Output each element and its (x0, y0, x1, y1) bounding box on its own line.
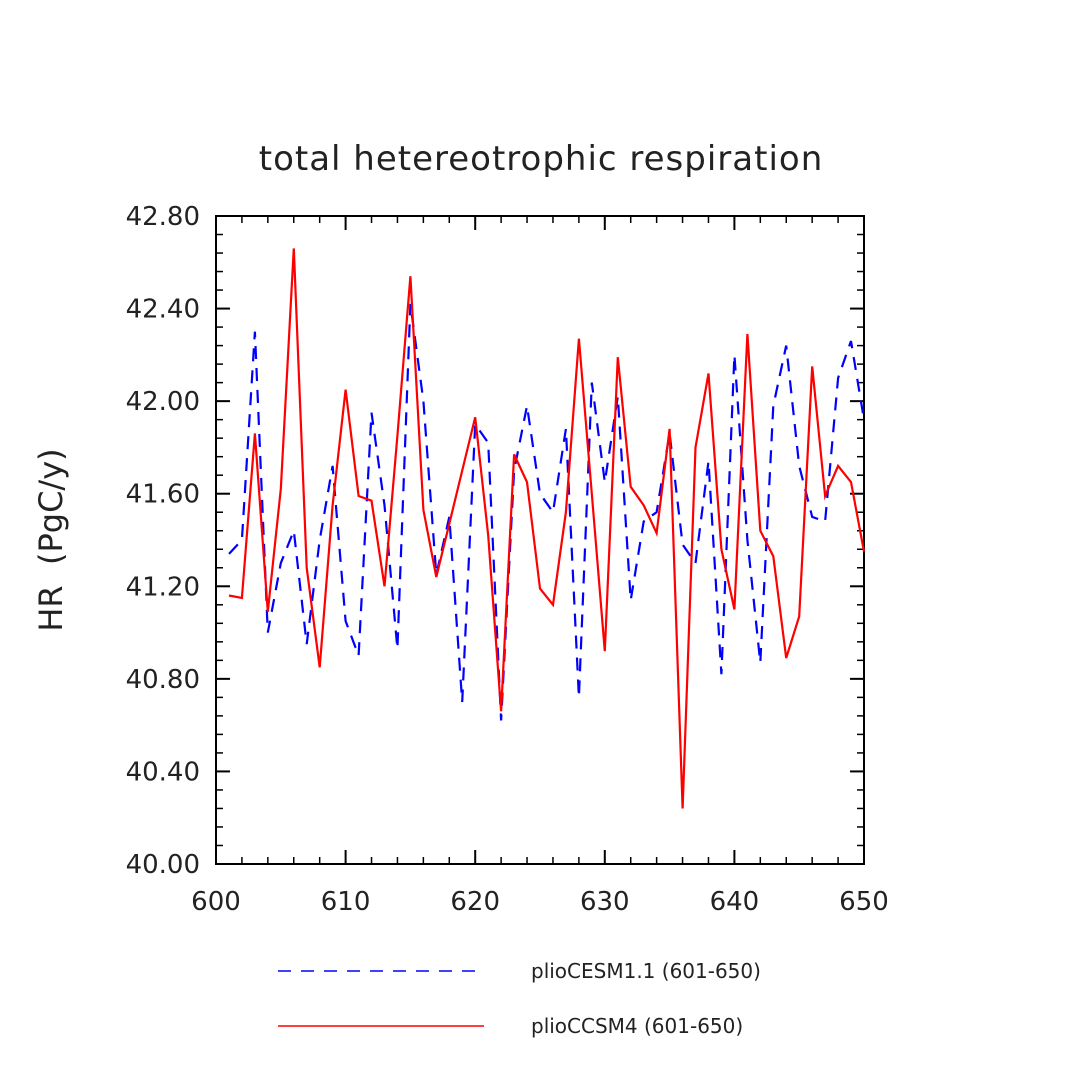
chart-title: total hetereotrophic respiration (259, 139, 824, 179)
legend-label: plioCCSM4 (601-650) (531, 1014, 743, 1038)
series-line-plioccsm4 (228, 248, 866, 809)
y-tick-label: 42.40 (126, 295, 200, 325)
x-tick-label: 630 (580, 887, 630, 917)
legend-label: plioCESM1.1 (601-650) (531, 959, 761, 983)
x-tick-label: 610 (321, 887, 371, 917)
x-tick-label: 650 (839, 887, 889, 917)
y-tick-label: 41.60 (126, 480, 200, 510)
y-tick-label: 40.40 (126, 757, 200, 787)
plot-frame (215, 215, 865, 865)
y-axis-label: HR (PgC/y) (32, 448, 70, 631)
axis-ticks (215, 215, 865, 865)
series-line-pliocesm1-1 (228, 303, 866, 721)
y-tick-label: 40.00 (126, 850, 200, 880)
y-tick-label: 41.20 (126, 572, 200, 602)
x-tick-label: 640 (710, 887, 760, 917)
y-tick-label: 40.80 (126, 665, 200, 695)
y-tick-label: 42.80 (126, 202, 200, 232)
y-tick-label: 42.00 (126, 387, 200, 417)
x-tick-label: 600 (191, 887, 241, 917)
legend: plioCESM1.1 (601-650) plioCCSM4 (601-650) (278, 959, 761, 1038)
axis-tick-labels: 600 610 620 630 640 650 40.00 40.40 40.80 41.20 41… (126, 202, 889, 917)
series-lines (228, 248, 866, 809)
x-tick-label: 620 (450, 887, 500, 917)
